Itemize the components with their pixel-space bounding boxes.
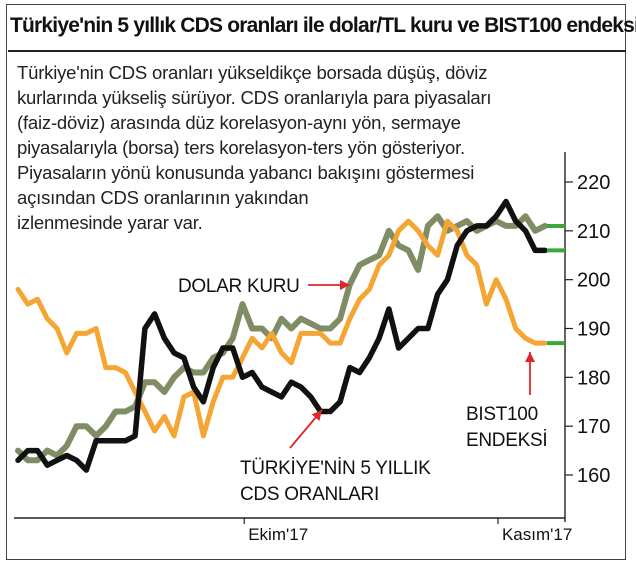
description-line: piyasalarıyla (borsa) ters korelasyon-te…: [17, 137, 466, 158]
cds-annotation-label-line2: CDS ORANLARI: [240, 484, 379, 505]
x-tick-label: Kasım'17: [502, 525, 572, 544]
y-tick-label: 220: [577, 172, 610, 194]
cds-annotation-label-line1: TÜRKİYE'NİN 5 YILLIK: [240, 458, 431, 479]
cds-series-line: [15, 198, 548, 473]
chart-description: Türkiye'nin CDS oranları yükseldikçe bor…: [17, 60, 537, 235]
bist100-series-line: [15, 218, 548, 439]
bist-annotation-label-line2: ENDEKSİ: [466, 430, 547, 451]
cds-annotation-arrow-head: [311, 410, 322, 421]
x-tick-label: Ekim'17: [248, 525, 308, 544]
dolar-annotation-label: DOLAR KURU: [178, 276, 300, 297]
dolar-annotation-arrow-head: [340, 280, 350, 290]
description-line: izlenmesinde yarar var.: [17, 212, 203, 233]
chart-frame: [6, 4, 626, 560]
bist-annotation-arrow-head: [525, 352, 535, 362]
description-line: açısından CDS oranlarının yakından: [17, 187, 309, 208]
chart-title: Türkiye'nin 5 yıllık CDS oranları ile do…: [10, 14, 636, 37]
y-tick-label: 170: [577, 416, 610, 438]
y-tick-label: 160: [577, 465, 610, 487]
description-line: Türkiye'nin CDS oranları yükseldikçe bor…: [17, 62, 488, 83]
description-line: kurlarında yükseliş sürüyor. CDS oranlar…: [17, 87, 492, 108]
y-tick-label: 200: [577, 270, 610, 292]
dolar-series-line: [15, 213, 548, 464]
bist-annotation-label-line1: BIST100: [466, 404, 538, 425]
description-line: (faiz-döviz) arasında düz korelasyon-ayn…: [17, 112, 461, 133]
y-tick-label: 190: [577, 319, 610, 341]
y-tick-label: 210: [577, 221, 610, 243]
description-line: Piyasaların yönü konusunda yabancı bakış…: [17, 162, 475, 183]
y-tick-label: 180: [577, 367, 610, 389]
title-divider: [8, 50, 626, 52]
